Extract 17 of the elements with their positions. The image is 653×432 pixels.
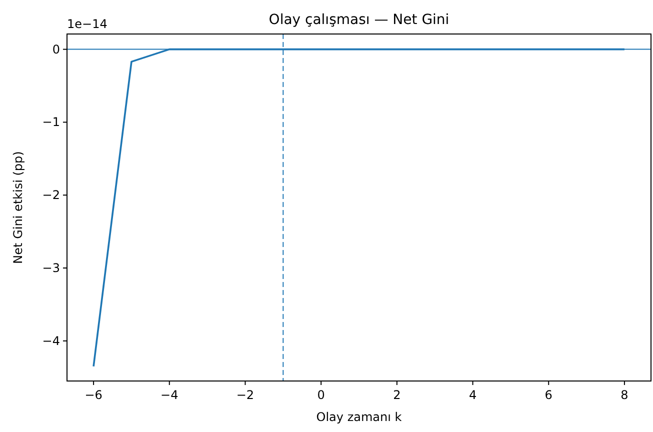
y-tick-label: −1 — [42, 115, 60, 130]
y-tick-label: 0 — [52, 42, 60, 56]
y-axis-title: Net Gini etkisi (pp) — [11, 151, 25, 264]
y-tick-label: −3 — [42, 261, 60, 276]
x-tick-label: −4 — [160, 388, 178, 402]
text: 1e−14 — [67, 17, 108, 31]
x-axis-title: Olay zamanı k — [316, 410, 402, 424]
x-tick-label: 6 — [544, 388, 552, 402]
x-tick-label: 8 — [620, 388, 628, 402]
x-tick-label: 0 — [317, 388, 325, 402]
chart-title: Olay çalışması — Net Gini — [268, 12, 450, 28]
x-tick-label: −2 — [236, 388, 254, 402]
y-tick-label: −2 — [42, 188, 60, 202]
y-tick-label: −4 — [42, 334, 60, 348]
x-tick-label: 2 — [393, 388, 401, 402]
x-tick-label: 4 — [468, 388, 477, 402]
x-tick-label: −6 — [84, 388, 102, 402]
